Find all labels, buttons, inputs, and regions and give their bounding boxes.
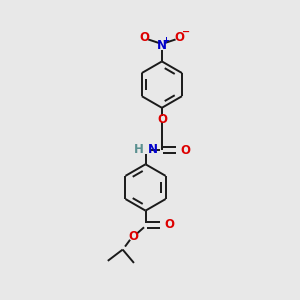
Text: +: + <box>162 36 169 45</box>
Text: O: O <box>140 31 150 44</box>
Text: −: − <box>182 27 190 37</box>
Text: O: O <box>180 143 190 157</box>
Text: N: N <box>157 39 167 52</box>
Text: O: O <box>174 31 184 44</box>
Text: O: O <box>157 112 167 126</box>
Text: O: O <box>164 218 174 231</box>
Text: H: H <box>134 142 144 156</box>
Text: N: N <box>148 142 158 156</box>
Text: O: O <box>128 230 138 243</box>
